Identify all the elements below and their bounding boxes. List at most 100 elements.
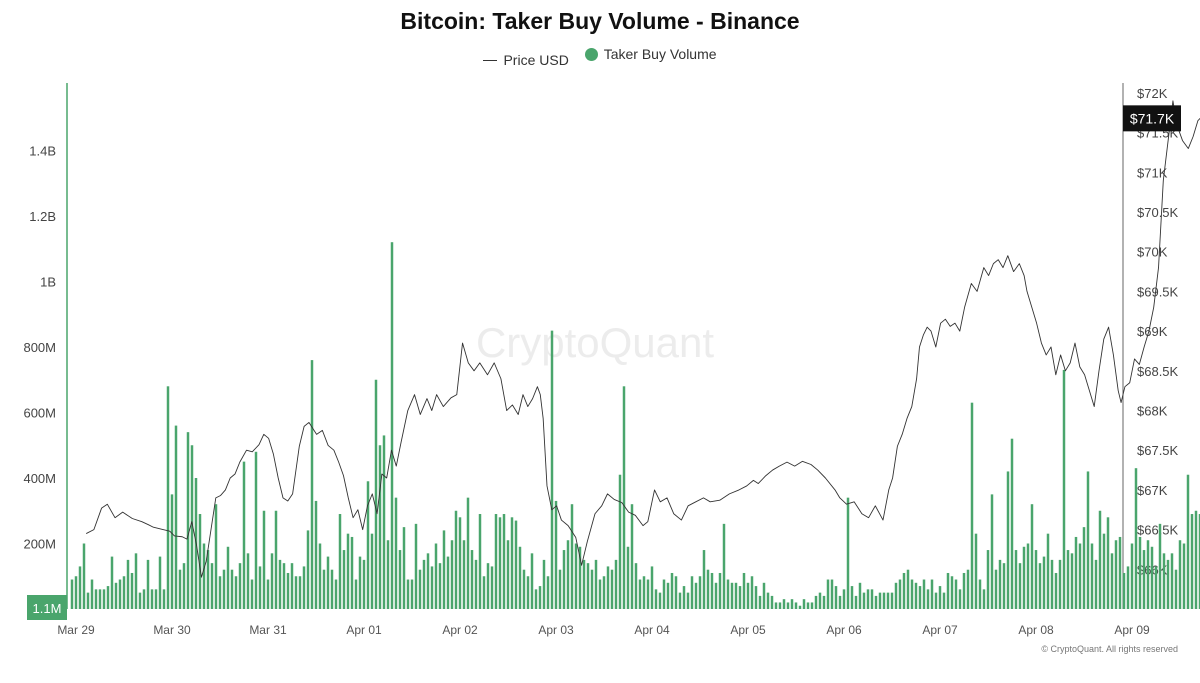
volume-bar (298, 576, 302, 609)
volume-bar (738, 586, 742, 609)
volume-bar (186, 432, 190, 609)
volume-bar (1126, 566, 1130, 609)
y-left-tick-label: 1.4B (29, 144, 56, 159)
legend-label-volume: Taker Buy Volume (603, 46, 717, 62)
y-right-tick-label: $72K (1137, 86, 1168, 101)
volume-bar (226, 546, 230, 609)
volume-bar (1058, 559, 1062, 610)
volume-bar (198, 514, 202, 609)
volume-bar (758, 595, 762, 609)
volume-bar (278, 559, 282, 610)
volume-bar (878, 592, 882, 610)
volume-bar (294, 576, 298, 609)
volume-bar (614, 559, 618, 610)
volume-bar (802, 599, 806, 609)
volume-bar (174, 425, 178, 609)
volume-bar (578, 546, 582, 609)
volume-bar (1102, 533, 1106, 609)
x-tick-label: Mar 29 (57, 623, 95, 637)
volume-bar (1114, 540, 1118, 609)
volume-bar (166, 386, 170, 609)
volume-bar (742, 572, 746, 609)
volume-bar (386, 540, 390, 609)
volume-bar (1174, 569, 1178, 609)
volume-bar (674, 576, 678, 609)
volume-bar (694, 582, 698, 609)
volume-bar (930, 579, 934, 609)
volume-bar (990, 494, 994, 610)
y-right-tick-label: $68K (1137, 404, 1168, 419)
volume-bar (782, 599, 786, 609)
volume-bar (454, 510, 458, 609)
volume-bar (1158, 523, 1162, 609)
x-tick-label: Apr 01 (346, 623, 382, 637)
volume-bar (262, 510, 266, 609)
volume-bar (686, 592, 690, 610)
volume-bar (994, 569, 998, 609)
volume-bar (450, 540, 454, 609)
x-tick-label: Apr 08 (1018, 623, 1054, 637)
y-right-tick-label: $67K (1137, 483, 1168, 498)
x-tick-label: Apr 07 (922, 623, 958, 637)
volume-bar (382, 435, 386, 609)
copyright-footer: © CryptoQuant. All rights reserved (1041, 644, 1178, 654)
y-right-tick-label: $71K (1137, 165, 1168, 180)
volume-bar (866, 589, 870, 609)
volume-bar (370, 533, 374, 609)
volume-bar (442, 530, 446, 609)
y-left-tick-label: 600M (23, 406, 56, 421)
x-tick-label: Apr 03 (538, 623, 574, 637)
volume-bar (282, 563, 286, 609)
x-tick-label: Apr 09 (1114, 623, 1150, 637)
y-right-tick-label: $69K (1137, 324, 1168, 339)
volume-bar (1094, 559, 1098, 610)
volume-bar (970, 402, 974, 609)
volume-bar (426, 553, 430, 609)
volume-bar (82, 543, 86, 609)
volume-bar (774, 602, 778, 609)
volume-bar (1022, 546, 1026, 609)
volume-bar (94, 589, 98, 609)
volume-bar (1134, 468, 1138, 609)
volume-bar (182, 563, 186, 609)
volume-bar (406, 579, 410, 609)
volume-bar (1070, 553, 1074, 609)
volume-bar (274, 510, 278, 609)
y-right-tick-label: $69.5K (1137, 284, 1179, 299)
legend-item-volume[interactable]: Taker Buy Volume (584, 46, 717, 62)
y-left-tick-label: 1B (40, 275, 56, 290)
volume-bar (1026, 543, 1030, 609)
volume-bar (1082, 527, 1086, 610)
x-tick-label: Apr 02 (442, 623, 478, 637)
x-tick-label: Mar 30 (153, 623, 191, 637)
volume-bar (550, 330, 554, 610)
volume-bar (770, 595, 774, 609)
volume-bar (790, 599, 794, 609)
volume-bar (882, 592, 886, 610)
volume-bar (1078, 543, 1082, 609)
volume-bar (98, 589, 102, 609)
volume-bar (102, 589, 106, 609)
volume-bar (138, 592, 142, 610)
volume-bar (114, 582, 118, 609)
volume-bar (334, 579, 338, 609)
volume-bar (634, 563, 638, 609)
volume-bar (146, 559, 150, 610)
volume-bar (526, 576, 530, 609)
volume-bar (722, 523, 726, 609)
dot-swatch-icon (584, 47, 598, 61)
volume-bar (210, 563, 214, 609)
volume-bar (846, 497, 850, 609)
volume-bar (430, 566, 434, 609)
legend-item-price[interactable]: Price USD (483, 52, 569, 68)
volume-bar (434, 543, 438, 609)
volume-bar (1162, 553, 1166, 609)
volume-bar (162, 589, 166, 609)
y-right-tick-label: $66.5K (1137, 523, 1179, 538)
volume-bar (202, 543, 206, 609)
volume-bar (462, 540, 466, 609)
current-price-label: $71.7K (1130, 110, 1175, 126)
volume-bar (542, 559, 546, 610)
volume-bar (626, 546, 630, 609)
volume-bar (422, 559, 426, 610)
